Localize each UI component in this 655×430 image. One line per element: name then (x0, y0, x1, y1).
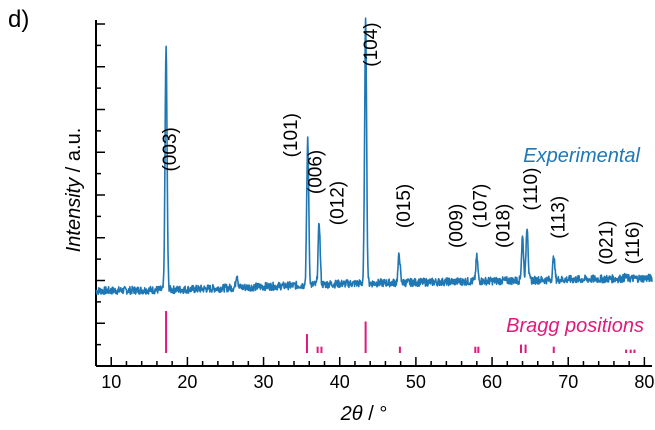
x-tick-label: 30 (254, 372, 274, 392)
x-tick-label: 80 (634, 372, 654, 392)
panel-label: d) (8, 6, 30, 33)
peak-annotation: (018) (494, 204, 515, 248)
peak-annotation: (107) (471, 184, 492, 228)
peak-annotation: (009) (446, 204, 467, 248)
x-tick-label: 60 (482, 372, 502, 392)
experimental-trace (95, 17, 653, 296)
bragg-positions-label: Bragg positions (506, 315, 644, 337)
peak-annotation: (006) (305, 150, 326, 194)
x-tick-label: 10 (101, 372, 121, 392)
peak-annotation: (012) (328, 181, 349, 225)
peak-annotation: (021) (596, 221, 617, 265)
y-axis-label: Intensity / a.u. (63, 128, 85, 253)
peak-annotation: (110) (521, 168, 542, 211)
x-tick-label: 40 (330, 372, 350, 392)
x-tick-label: 70 (558, 372, 578, 392)
peak-annotation: (015) (394, 184, 415, 228)
peak-annotation: (113) (548, 196, 569, 239)
x-tick-label: 20 (177, 372, 197, 392)
x-axis-label: 2θ / ° (340, 403, 388, 425)
peak-annotation: (003) (160, 127, 181, 171)
peak-annotation: (116) (623, 221, 644, 264)
experimental-label: Experimental (523, 145, 640, 167)
x-tick-label: 50 (406, 372, 426, 392)
peak-annotation: (101) (281, 113, 302, 157)
peak-annotation: (104) (361, 22, 382, 66)
